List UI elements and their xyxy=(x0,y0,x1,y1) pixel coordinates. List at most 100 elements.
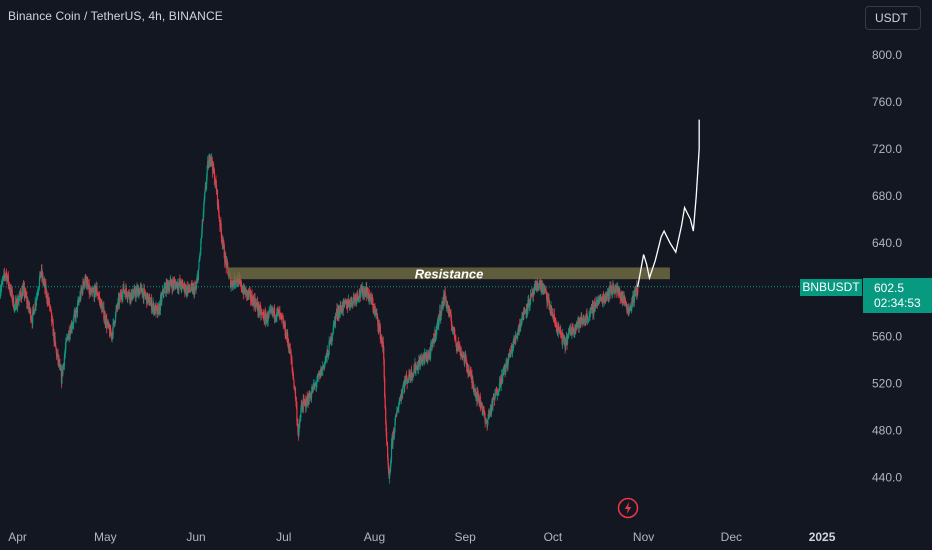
candle-body xyxy=(530,294,532,296)
candle-body xyxy=(594,305,596,312)
resistance-label: Resistance xyxy=(415,266,484,281)
candle-body xyxy=(180,281,182,287)
time-axis[interactable]: Apr May Jun Jul Aug Sep Oct Nov Dec 2025 xyxy=(8,530,836,544)
last-price-value: 602.5 xyxy=(874,280,905,295)
candle-body xyxy=(20,294,22,298)
candle-body xyxy=(205,183,207,188)
candle-body xyxy=(117,300,119,307)
candle-body xyxy=(475,394,477,397)
candle-body xyxy=(422,359,424,364)
candle-body xyxy=(428,352,431,355)
candle-body xyxy=(633,290,635,303)
candle-body xyxy=(256,302,259,309)
candle-body xyxy=(325,358,327,362)
candle-body xyxy=(384,397,386,409)
candle-body xyxy=(234,282,237,284)
candle-body xyxy=(264,312,266,321)
currency-button[interactable]: USDT xyxy=(865,6,921,30)
candle-body xyxy=(96,293,99,296)
candle-body xyxy=(399,399,401,401)
candle-body xyxy=(161,294,163,302)
candle-body xyxy=(211,157,213,165)
candle-body xyxy=(166,280,168,293)
candle-body xyxy=(49,306,51,308)
candle-body xyxy=(114,312,117,322)
candle-body xyxy=(58,359,60,366)
candle-body xyxy=(115,305,118,310)
candle-body xyxy=(589,309,592,312)
candle-body xyxy=(415,369,417,372)
candle-body xyxy=(91,291,93,293)
candle-body xyxy=(370,294,372,300)
candle-body xyxy=(83,281,85,286)
candle-body xyxy=(135,291,137,298)
candle-body xyxy=(516,334,518,338)
price-tick-label: 560.0 xyxy=(872,330,902,344)
candle-body xyxy=(169,281,171,286)
time-tick-label: Apr xyxy=(8,530,27,544)
candle-body xyxy=(291,361,293,368)
candle-body xyxy=(555,325,557,327)
candle-body xyxy=(466,359,468,368)
candle-body xyxy=(35,301,37,306)
candle-body xyxy=(321,367,323,376)
candle-body xyxy=(88,283,90,294)
candle-body xyxy=(586,313,588,317)
candle-body xyxy=(143,288,145,300)
price-axis[interactable]: 800.0 760.0 720.0 680.0 640.0 560.0 520.0 480.0… xyxy=(863,0,932,550)
price-tick-label: 720.0 xyxy=(872,142,902,156)
candle-body xyxy=(352,297,355,300)
candle-body xyxy=(357,296,359,300)
candle-body xyxy=(223,245,225,259)
candle-body xyxy=(583,321,585,324)
candle-body xyxy=(422,355,424,360)
candle-body xyxy=(635,293,637,296)
candle-body xyxy=(202,213,204,221)
candle-body xyxy=(415,365,417,370)
candle-body xyxy=(331,334,334,337)
candle-body xyxy=(222,244,224,246)
candle-body xyxy=(199,253,201,260)
candle-body xyxy=(503,367,505,370)
candle-body xyxy=(453,326,456,334)
candle-body xyxy=(459,347,461,356)
candle-body xyxy=(454,333,456,340)
candle-body xyxy=(131,290,133,300)
candle-body xyxy=(226,260,228,268)
candle-body xyxy=(362,294,364,297)
candle-body xyxy=(612,283,614,290)
candle-body xyxy=(15,299,18,310)
candle-body xyxy=(103,307,105,320)
candle-body xyxy=(438,318,440,326)
candle-body xyxy=(282,318,284,326)
candle-body xyxy=(492,398,494,407)
candle-body xyxy=(417,363,419,370)
candle-body xyxy=(461,352,463,356)
candle-body xyxy=(571,327,573,334)
candle-body xyxy=(426,354,428,361)
candle-body xyxy=(390,459,392,465)
candle-body xyxy=(637,285,639,293)
candle-body xyxy=(178,283,180,290)
price-tick-label: 520.0 xyxy=(872,377,902,391)
candle-body xyxy=(469,370,472,372)
candle-body xyxy=(307,397,309,404)
candle-body xyxy=(545,291,548,299)
candle-body xyxy=(619,289,621,297)
candle-body xyxy=(300,404,302,411)
time-tick-label: May xyxy=(94,530,117,544)
candle-body xyxy=(628,310,631,313)
candle-body xyxy=(499,378,501,389)
candle-body xyxy=(577,321,579,325)
candle-body xyxy=(23,285,25,287)
candle-body xyxy=(472,380,474,386)
candle-body xyxy=(220,228,222,238)
lightning-bolt-icon[interactable] xyxy=(617,497,639,519)
candle-body xyxy=(141,287,143,294)
candle-body xyxy=(348,302,351,307)
candle-body xyxy=(392,435,394,445)
candle-body xyxy=(379,326,381,339)
candle-body xyxy=(366,287,368,297)
